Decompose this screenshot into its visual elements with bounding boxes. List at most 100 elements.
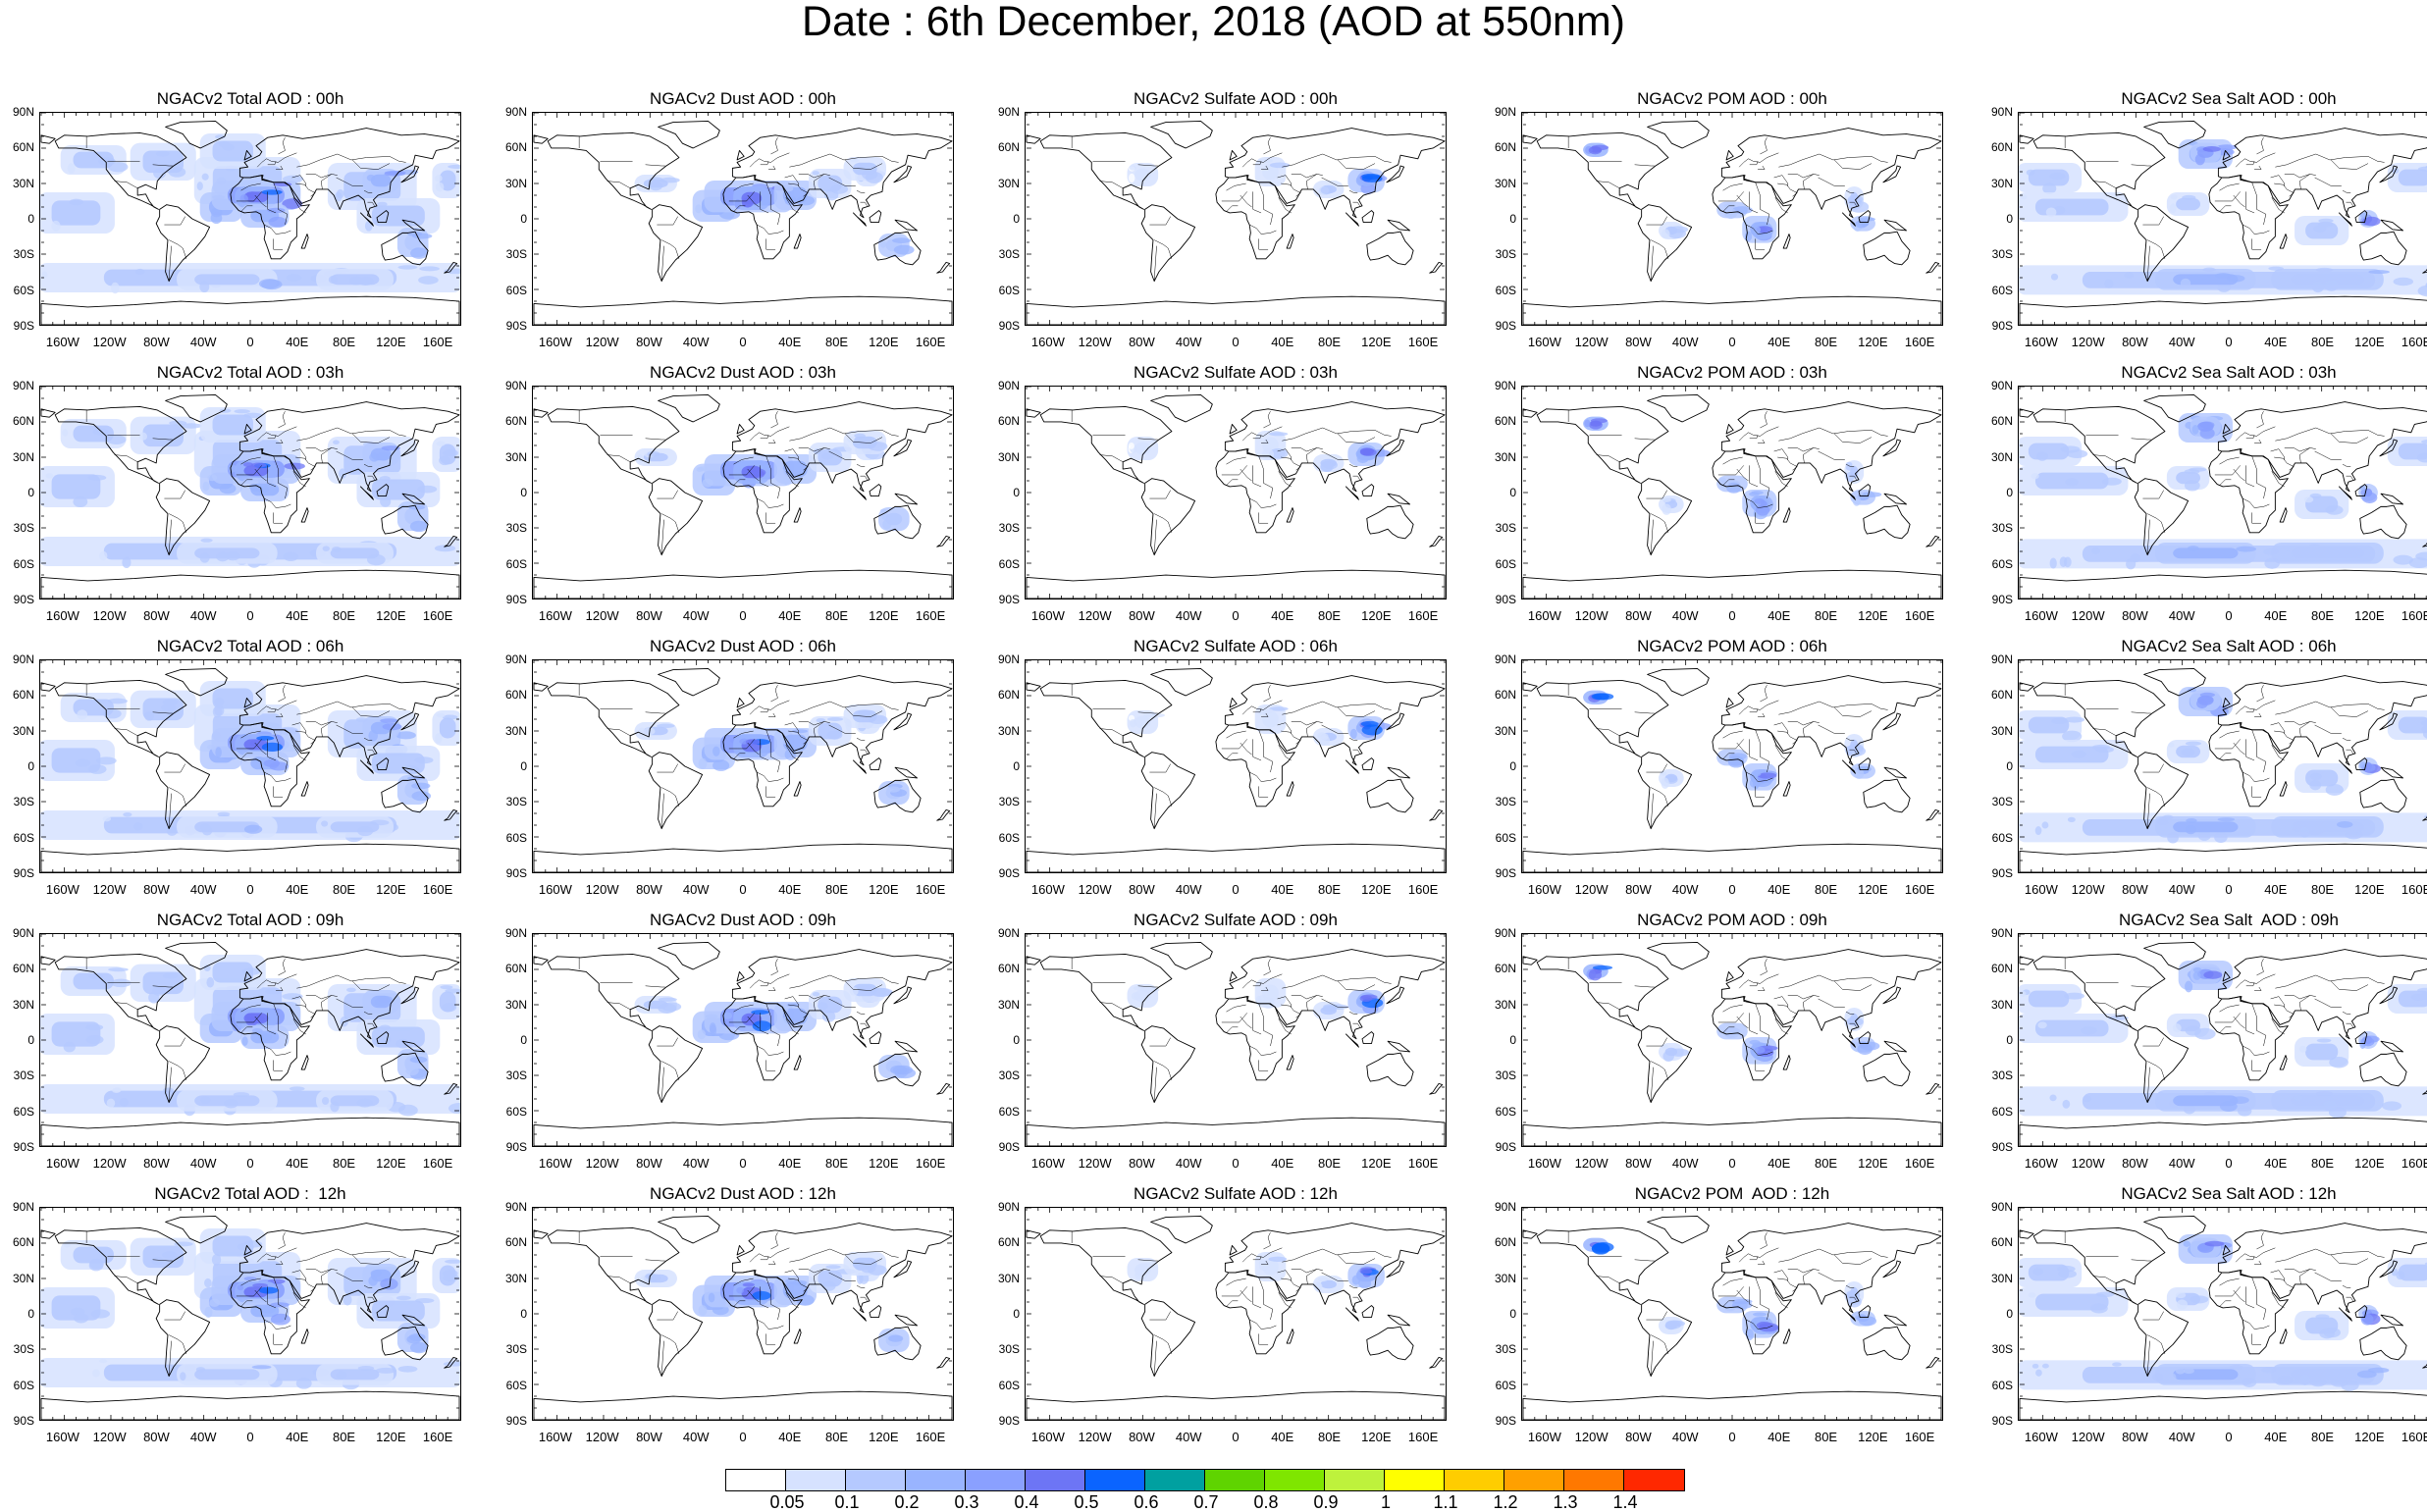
latitude-label: 90S: [1496, 594, 1516, 605]
panel-title: NGACv2 Total AOD : 09h: [39, 910, 461, 931]
aerosol-patch: [2285, 550, 2293, 559]
country-border: [1282, 154, 1391, 167]
country-border: [2219, 457, 2239, 464]
aerosol-patch: [2299, 827, 2309, 838]
latitude-label: 90S: [506, 320, 527, 332]
country-border: [750, 974, 789, 988]
longitude-label: 160E: [1408, 336, 1438, 348]
latitude-label: 60S: [999, 1106, 1020, 1118]
panel-title: NGACv2 Sea Salt AOD : 09h: [2018, 910, 2427, 931]
aerosol-patch: [180, 1372, 185, 1381]
latitude-label: 60S: [1992, 832, 2013, 844]
aerosol-patch: [396, 1296, 411, 1300]
country-border: [1774, 176, 1788, 186]
country-border: [1263, 137, 1270, 154]
longitude-label: 0: [2225, 609, 2232, 622]
aerosol-patch: [139, 433, 147, 441]
latitude-label: 90S: [506, 867, 527, 879]
aerosol-patch: [99, 1359, 107, 1363]
country-border: [646, 986, 665, 987]
aerosol-patch: [2236, 547, 2256, 552]
aerosol-patch: [202, 174, 209, 181]
map-frame: [532, 659, 954, 873]
aerosol-patch: [435, 733, 443, 744]
country-border: [2315, 451, 2342, 459]
country-border: [1259, 238, 1268, 249]
country-border: [1777, 731, 1797, 744]
aerosol-patch: [792, 729, 808, 733]
country-border: [2275, 702, 2384, 714]
coastline: [937, 262, 950, 273]
aerosol-patch: [1861, 492, 1881, 497]
aerosol-patch: [2185, 981, 2192, 993]
country-border: [607, 455, 631, 462]
aerosol-patch: [887, 786, 900, 792]
aerosol-patch: [396, 1039, 410, 1049]
coastline: [894, 1261, 912, 1277]
coastline: [2280, 782, 2287, 796]
longitude-label: 80E: [825, 336, 848, 348]
country-border: [2256, 685, 2263, 702]
panel-title: NGACv2 Total AOD : 03h: [39, 362, 461, 384]
country-border: [2246, 739, 2254, 760]
aerosol-patch: [855, 1262, 867, 1271]
aerosol-patch: [200, 552, 210, 562]
aerosol-patch: [1591, 418, 1608, 423]
aerosol-patch: [735, 199, 741, 210]
longitude-label: 40W: [190, 336, 217, 348]
coastline: [1230, 971, 1237, 981]
longitude-label: 120W: [586, 609, 619, 622]
country-border: [2219, 731, 2239, 738]
latitude-label: 90S: [999, 1141, 1020, 1153]
longitude-label: 0: [739, 609, 746, 622]
coastline: [1216, 723, 1294, 807]
aerosol-patch: [376, 1368, 396, 1374]
aerosol-patch: [380, 718, 397, 723]
aerosol-patch: [2062, 1100, 2070, 1109]
aerosol-patch: [1755, 1047, 1766, 1054]
coastline: [1287, 235, 1293, 248]
country-border: [2252, 182, 2266, 225]
longitude-label: 160E: [2401, 609, 2427, 622]
panel-title: NGACv2 POM AOD : 06h: [1521, 636, 1943, 657]
latitude-label: 30S: [999, 796, 1020, 808]
sulfate-aod-map: [1026, 934, 1446, 1146]
longitude-label: 40W: [1672, 609, 1699, 622]
latitude-label: 30N: [505, 725, 527, 737]
country-border: [1100, 1003, 1124, 1010]
aerosol-patch: [1847, 197, 1861, 206]
country-border: [1760, 411, 1767, 428]
country-border: [860, 476, 867, 480]
country-border: [2132, 439, 2151, 440]
longitude-label: 120W: [93, 336, 127, 348]
aerosol-patch: [200, 823, 210, 831]
coastline: [2209, 176, 2288, 259]
aerosol-patch: [323, 546, 330, 551]
sulfate-aod-map: [1026, 113, 1446, 325]
aerosol-patch: [2158, 545, 2164, 549]
aerosol-patch: [1662, 229, 1670, 238]
country-border: [2147, 514, 2165, 533]
longitude-label: 0: [1728, 336, 1735, 348]
aerosol-patch: [181, 423, 202, 429]
country-border: [1774, 723, 1788, 734]
longitude-label: 120E: [1858, 1157, 1887, 1170]
panel-title: NGACv2 Sulfate AOD : 06h: [1025, 636, 1447, 657]
aerosol-patch: [99, 551, 107, 560]
aerosol-patch: [2126, 558, 2136, 569]
aerosol-patch: [108, 967, 129, 971]
aerosol-patch: [285, 463, 305, 470]
longitude-label: 80E: [825, 609, 848, 622]
country-border: [1778, 428, 1887, 441]
longitude-label: 40E: [286, 609, 308, 622]
coastline: [548, 406, 679, 483]
latitude-label: 30N: [998, 725, 1020, 737]
country-border: [164, 764, 185, 772]
coastline: [1648, 942, 1710, 969]
country-border: [607, 729, 631, 736]
aerosol-patch: [2185, 480, 2200, 491]
map-frame: [532, 112, 954, 326]
aerosol-patch: [1361, 174, 1380, 180]
aerosol-patch: [358, 1300, 364, 1306]
